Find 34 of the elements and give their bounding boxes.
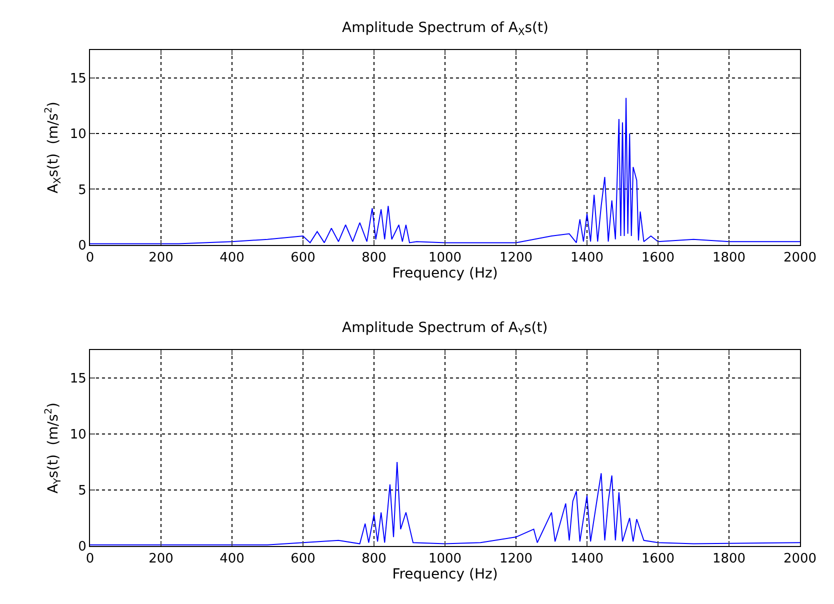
y-tick-label: 0 bbox=[78, 238, 86, 254]
x-tick-label: 600 bbox=[290, 552, 316, 567]
x-tick-label: 1200 bbox=[499, 552, 533, 567]
x-tick-label: 800 bbox=[362, 552, 386, 567]
chart-title: Amplitude Spectrum of A$_{Y}$s(t) bbox=[342, 320, 548, 338]
x-tick-label: 200 bbox=[148, 552, 174, 567]
x-tick-label: 1800 bbox=[712, 250, 746, 266]
chart-title: Amplitude Spectrum of A$_{X}$s(t) bbox=[342, 20, 548, 38]
x-axis-title: Frequency (Hz) bbox=[392, 566, 498, 583]
x-tick-label: 1400 bbox=[570, 250, 604, 266]
x-tick-label: 1000 bbox=[428, 250, 462, 266]
x-tick-label: 600 bbox=[290, 250, 316, 266]
y-tick-label: 15 bbox=[70, 71, 86, 86]
x-tick-label: 1600 bbox=[641, 250, 675, 266]
x-tick-label: 1600 bbox=[641, 552, 675, 567]
x-tick-label: 400 bbox=[220, 552, 244, 567]
x-tick-label: 400 bbox=[220, 250, 244, 266]
x-tick-label: 1000 bbox=[428, 552, 462, 567]
y-tick-label: 10 bbox=[70, 127, 86, 142]
y-tick-label: 5 bbox=[78, 182, 86, 198]
x-tick-label: 2000 bbox=[783, 552, 817, 567]
x-tick-label: 1400 bbox=[570, 552, 604, 567]
x-tick-label: 1200 bbox=[499, 250, 533, 266]
x-axis-title: Frequency (Hz) bbox=[392, 266, 498, 282]
x-tick-label: 1800 bbox=[712, 552, 746, 567]
x-tick-label: 800 bbox=[362, 250, 386, 266]
y-tick-label: 0 bbox=[78, 540, 86, 555]
line-series bbox=[90, 97, 800, 244]
x-tick-label: 200 bbox=[148, 250, 174, 266]
y-tick-label: 15 bbox=[70, 372, 86, 387]
y-tick-label: 10 bbox=[70, 428, 86, 443]
x-tick-label: 2000 bbox=[783, 250, 817, 266]
y-tick-label: 5 bbox=[78, 484, 86, 499]
line-series bbox=[90, 462, 800, 546]
